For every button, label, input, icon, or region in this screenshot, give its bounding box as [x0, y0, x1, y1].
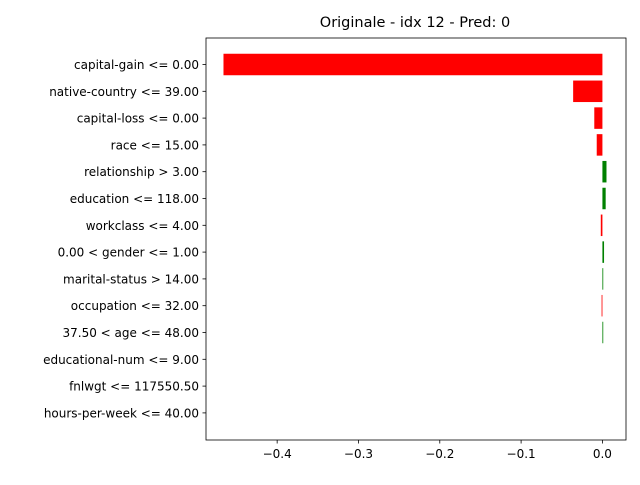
- chart-title: Originale - idx 12 - Pred: 0: [320, 15, 510, 31]
- bar: [602, 241, 605, 263]
- bar: [602, 268, 604, 290]
- x-tick-label: −0.3: [344, 447, 373, 461]
- y-tick-label: race <= 15.00: [111, 138, 199, 152]
- bar: [573, 80, 603, 103]
- y-tick-label: native-country <= 39.00: [49, 85, 199, 99]
- y-tick-label: workclass <= 4.00: [86, 219, 199, 233]
- x-tick-label: −0.1: [507, 447, 536, 461]
- y-tick-label: relationship > 3.00: [84, 165, 199, 179]
- bar: [223, 53, 603, 76]
- x-tick-labels: −0.4 −0.3 −0.2 −0.1 0.0: [263, 440, 612, 461]
- bar: [602, 321, 604, 344]
- y-tick-label: occupation <= 32.00: [71, 299, 199, 313]
- y-tick-label: fnlwgt <= 117550.50: [69, 380, 199, 394]
- y-tick-label: hours-per-week <= 40.00: [44, 406, 199, 420]
- y-tick-label: capital-gain <= 0.00: [74, 58, 199, 72]
- bars: [223, 53, 607, 344]
- y-tick-label: 37.50 < age <= 48.00: [63, 326, 199, 340]
- y-tick-label: capital-loss <= 0.00: [77, 112, 199, 126]
- x-tick-label: 0.0: [593, 447, 612, 461]
- bar: [596, 134, 603, 156]
- y-tick-label: educational-num <= 9.00: [43, 353, 199, 367]
- plot-frame: [205, 37, 627, 441]
- axes-frame: [205, 37, 627, 441]
- bar: [602, 187, 606, 210]
- bar: [601, 294, 603, 317]
- y-tick-label: marital-status > 14.00: [63, 272, 199, 286]
- bar: [602, 160, 607, 183]
- bar: [594, 107, 603, 129]
- x-tick-label: −0.4: [263, 447, 292, 461]
- bar: [600, 214, 603, 237]
- x-tick-label: −0.2: [425, 447, 454, 461]
- y-tick-labels: capital-gain <= 0.00 native-country <= 39…: [43, 58, 206, 420]
- y-tick-label: 0.00 < gender <= 1.00: [58, 246, 199, 260]
- y-tick-label: education <= 118.00: [70, 192, 199, 206]
